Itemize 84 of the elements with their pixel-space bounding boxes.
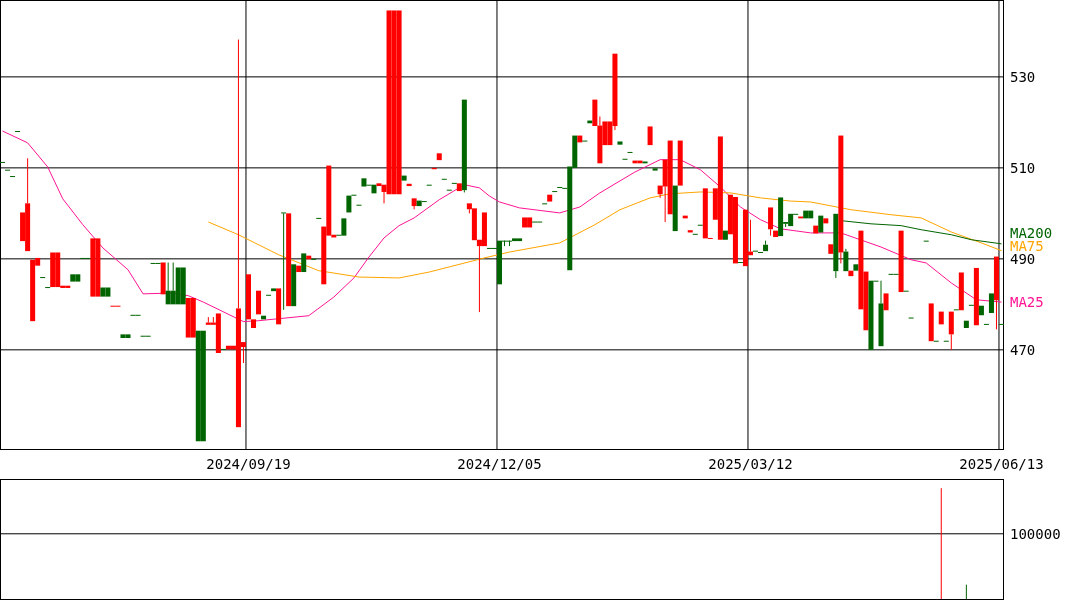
candlestick (301, 253, 307, 273)
x-tick-label: 2024/12/05 (457, 456, 542, 472)
candlestick (963, 320, 969, 328)
candlestick (973, 267, 979, 326)
candlestick (958, 272, 964, 311)
candlestick (396, 10, 402, 195)
candlestick (522, 217, 528, 228)
candlestick (848, 270, 854, 277)
candlestick (813, 225, 819, 234)
candlestick (722, 230, 728, 240)
candlestick (245, 274, 251, 320)
line-series (2, 130, 1002, 323)
candlestick (512, 238, 518, 242)
candlestick (592, 99, 598, 127)
candlestick (281, 212, 287, 311)
candlestick (346, 195, 352, 213)
candlestick (993, 256, 999, 330)
candlestick (361, 178, 367, 187)
candlestick (190, 297, 196, 338)
series-label: MA25 (1010, 294, 1044, 311)
candlestick (828, 244, 834, 254)
candlestick (276, 288, 282, 325)
line-series (207, 191, 1002, 279)
candlestick (617, 141, 623, 145)
candlestick (978, 305, 984, 316)
candlestick (547, 194, 553, 202)
x-tick-label: 2025/06/13 (959, 456, 1044, 472)
candlestick (70, 274, 76, 282)
candlestick (251, 319, 257, 328)
candlestick (411, 198, 417, 210)
line-series (840, 220, 1002, 245)
candlestick (180, 267, 186, 305)
candlestick (823, 218, 829, 224)
candlestick (768, 207, 774, 237)
y-tick-label: 470 (1010, 341, 1036, 358)
candlestick (803, 210, 809, 219)
candlestick (647, 126, 653, 146)
candlestick (436, 153, 442, 161)
candlestick (271, 288, 277, 292)
y-tick-label: 100000 (1010, 525, 1061, 542)
candlestick (677, 140, 683, 186)
x-tick-label: 2025/03/12 (708, 456, 793, 472)
candlestick (843, 248, 849, 272)
candlestick (732, 196, 738, 264)
candlestick (687, 230, 693, 233)
candlestick (642, 161, 648, 164)
candlestick (200, 330, 206, 442)
candlestick (256, 290, 262, 315)
candlestick (291, 264, 297, 307)
candlestick (883, 293, 889, 311)
candlestick (702, 188, 708, 239)
candlestick (652, 168, 658, 171)
candlestick (461, 99, 467, 193)
candlestick (30, 259, 36, 322)
candlestick (938, 311, 944, 325)
y-tick-label: 530 (1010, 68, 1036, 85)
candlestick (763, 240, 769, 252)
candlestick (838, 135, 844, 264)
candlestick (286, 213, 292, 307)
candlestick (215, 313, 221, 354)
candlestick (928, 303, 934, 342)
candlestick (672, 185, 678, 232)
candlestick (717, 136, 723, 240)
candlestick (50, 252, 56, 288)
candlestick (773, 230, 779, 238)
candlestick (401, 175, 407, 181)
candlestick (818, 215, 824, 233)
candlestick (406, 183, 412, 187)
candlestick (100, 287, 106, 297)
x-tick-label: 2024/09/19 (206, 456, 291, 472)
candlestick (898, 230, 904, 293)
candlestick (481, 212, 487, 247)
candlestick (667, 140, 673, 215)
candlestick (90, 238, 96, 297)
candlestick (597, 115, 603, 164)
candlestick (296, 265, 302, 273)
candlestick (853, 264, 859, 271)
candlestick (456, 183, 462, 192)
candlestick (778, 197, 784, 237)
candlestick (948, 311, 954, 351)
candlestick (160, 262, 166, 295)
y-tick-label: 510 (1010, 159, 1036, 176)
candlestick (833, 213, 839, 279)
candlestick (988, 293, 994, 313)
